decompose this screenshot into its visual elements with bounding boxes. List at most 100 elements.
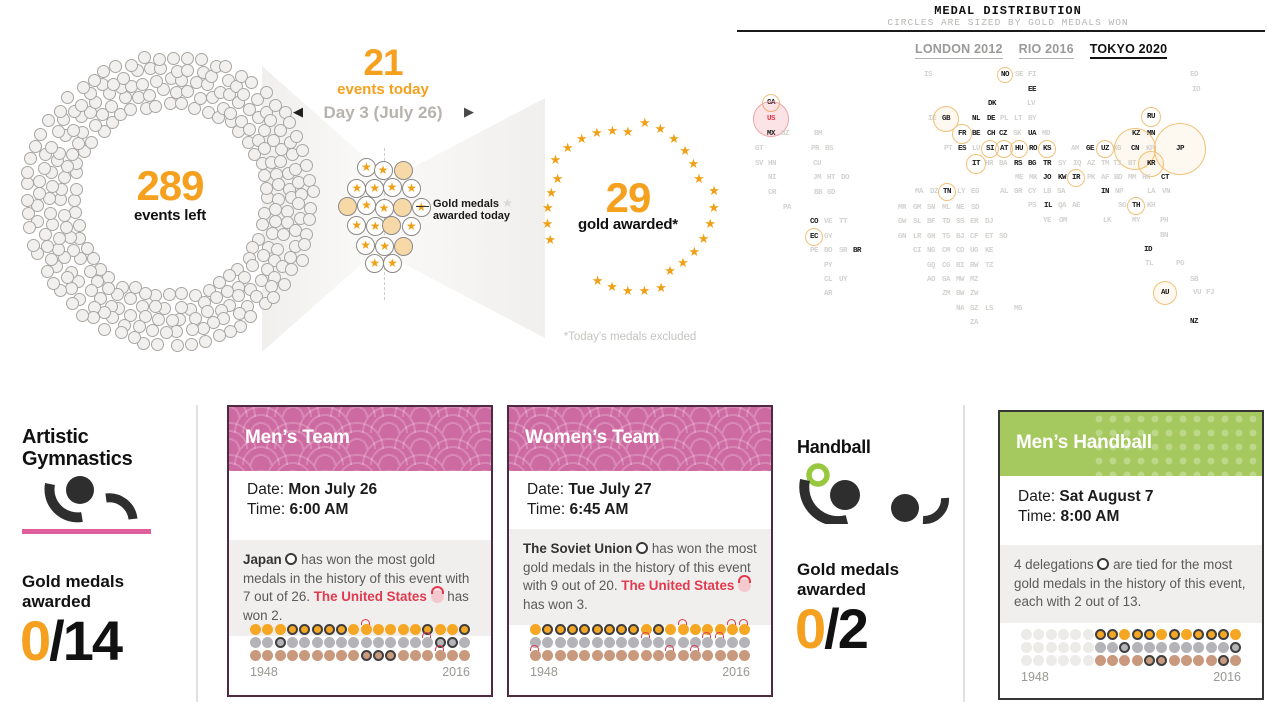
map-country-BF[interactable]: BF — [926, 218, 936, 226]
map-country-NO[interactable]: NO — [1000, 71, 1010, 79]
map-country-PS[interactable]: PS — [1027, 202, 1037, 210]
map-country-RU[interactable]: RU — [1146, 113, 1156, 121]
map-country-PK[interactable]: PK — [1086, 174, 1096, 182]
map-country-IQ[interactable]: IQ — [1072, 160, 1082, 168]
map-country-TR[interactable]: TR — [1042, 160, 1052, 168]
map-country-SY[interactable]: SY — [1057, 160, 1067, 168]
map-country-AF[interactable]: AF — [1100, 174, 1110, 182]
map-country-ES[interactable]: ES — [957, 145, 967, 153]
map-country-AR[interactable]: AR — [823, 290, 833, 298]
map-country-MR[interactable]: MR — [897, 204, 907, 212]
map-country-ME[interactable]: ME — [1014, 174, 1024, 182]
map-country-AZ[interactable]: AZ — [1086, 160, 1096, 168]
map-country-SE[interactable]: SE — [1014, 71, 1024, 79]
map-country-ZM[interactable]: ZM — [941, 290, 951, 298]
map-country-NL[interactable]: NL — [971, 115, 981, 123]
map-country-MD[interactable]: MD — [1041, 130, 1051, 138]
map-country-PA[interactable]: PA — [782, 204, 792, 212]
map-country-ZW[interactable]: ZW — [969, 290, 979, 298]
map-country-EE[interactable]: EE — [1027, 86, 1037, 94]
map-country-TD[interactable]: TD — [941, 218, 951, 226]
map-country-CG[interactable]: CG — [941, 262, 951, 270]
map-country-IS[interactable]: IS — [923, 71, 933, 79]
map-country-MK[interactable]: MK — [1028, 174, 1038, 182]
map-country-PR[interactable]: PR — [810, 145, 820, 153]
map-country-TT[interactable]: TT — [838, 218, 848, 226]
map-country-NG[interactable]: NG — [926, 247, 936, 255]
map-country-IO[interactable]: IO — [1191, 86, 1201, 94]
map-country-NI[interactable]: NI — [767, 174, 777, 182]
map-country-ZA[interactable]: ZA — [969, 319, 979, 327]
map-country-SG[interactable]: SG — [1117, 202, 1127, 210]
map-country-KE[interactable]: KE — [984, 247, 994, 255]
map-country-SL[interactable]: SL — [912, 218, 922, 226]
map-country-AT[interactable]: AT — [999, 145, 1009, 153]
map-country-AU[interactable]: AU — [1160, 289, 1170, 297]
map-country-GB[interactable]: GB — [941, 115, 951, 123]
map-country-NE[interactable]: NE — [955, 204, 965, 212]
map-country-CU[interactable]: CU — [812, 160, 822, 168]
map-country-CT[interactable]: CT — [1160, 174, 1170, 182]
map-country-KS[interactable]: KS — [1042, 145, 1052, 153]
map-country-LR[interactable]: LR — [912, 233, 922, 241]
map-country-TG[interactable]: TG — [941, 233, 951, 241]
map-country-TZ[interactable]: TZ — [984, 262, 994, 270]
map-country-FI[interactable]: FI — [1027, 71, 1037, 79]
map-country-GE[interactable]: GE — [1085, 145, 1095, 153]
map-country-SI[interactable]: SI — [985, 145, 995, 153]
map-country-MX[interactable]: MX — [766, 130, 776, 138]
map-country-CH[interactable]: CH — [986, 130, 996, 138]
map-country-CF[interactable]: CF — [969, 233, 979, 241]
map-country-LK[interactable]: LK — [1102, 217, 1112, 225]
map-country-GD[interactable]: GD — [826, 189, 836, 197]
map-country-BA[interactable]: BA — [998, 160, 1008, 168]
map-country-BM[interactable]: BM — [813, 130, 823, 138]
map-country-LA[interactable]: LA — [1146, 188, 1156, 196]
map-country-IE[interactable]: IE — [927, 115, 937, 123]
map-country-NZ[interactable]: NZ — [1189, 318, 1199, 326]
map-country-SB[interactable]: SB — [1189, 276, 1199, 284]
map-country-BZ[interactable]: BZ — [780, 130, 790, 138]
map-country-GR[interactable]: GR — [1013, 188, 1023, 196]
map-country-LY[interactable]: LY — [956, 188, 966, 196]
map-country-BS[interactable]: BS — [824, 145, 834, 153]
map-country-CY[interactable]: CY — [1027, 188, 1037, 196]
map-country-LT[interactable]: LT — [1013, 115, 1023, 123]
map-country-TH[interactable]: TH — [1131, 202, 1141, 210]
map-country-BO[interactable]: BO — [823, 247, 833, 255]
map-country-BG[interactable]: BG — [1027, 160, 1037, 168]
map-country-HT[interactable]: HT — [826, 174, 836, 182]
prev-day-button[interactable]: ◀ — [293, 104, 303, 119]
map-country-FR[interactable]: FR — [957, 130, 967, 138]
map-country-HK[interactable]: HK — [1141, 174, 1151, 182]
map-country-IT[interactable]: IT — [971, 160, 981, 168]
map-country-IL[interactable]: IL — [1043, 202, 1053, 210]
map-country-VN[interactable]: VN — [1161, 188, 1171, 196]
map-country-PL[interactable]: PL — [999, 115, 1009, 123]
map-country-LV[interactable]: LV — [1026, 100, 1036, 108]
map-country-MZ[interactable]: MZ — [969, 276, 979, 284]
map-country-GN[interactable]: GN — [897, 233, 907, 241]
map-country-IR[interactable]: IR — [1071, 174, 1081, 182]
map-country-MN[interactable]: MN — [1146, 130, 1156, 138]
map-country-NP[interactable]: NP — [1114, 188, 1124, 196]
map-country-SV[interactable]: SV — [754, 160, 764, 168]
map-country-JP[interactable]: JP — [1175, 145, 1185, 153]
map-country-AM[interactable]: AM — [1070, 145, 1080, 153]
map-country-SZ[interactable]: SZ — [969, 305, 979, 313]
map-country-VU[interactable]: VU — [1192, 289, 1202, 297]
tab-london-2012[interactable]: LONDON 2012 — [915, 42, 1003, 59]
map-country-DK[interactable]: DK — [987, 100, 997, 108]
map-country-GQ[interactable]: GQ — [926, 262, 936, 270]
map-country-RS[interactable]: RS — [1013, 160, 1023, 168]
map-country-KR[interactable]: KR — [1146, 160, 1156, 168]
map-country-JO[interactable]: JO — [1042, 174, 1052, 182]
map-country-VE[interactable]: VE — [823, 218, 833, 226]
map-country-SS[interactable]: SS — [955, 218, 965, 226]
map-country-FJ[interactable]: FJ — [1205, 289, 1215, 297]
map-country-SR[interactable]: SR — [838, 247, 848, 255]
map-country-SD[interactable]: SD — [970, 204, 980, 212]
map-country-BN[interactable]: BN — [1159, 232, 1169, 240]
map-country-PG[interactable]: PG — [1175, 260, 1185, 268]
map-country-GY[interactable]: GY — [823, 233, 833, 241]
